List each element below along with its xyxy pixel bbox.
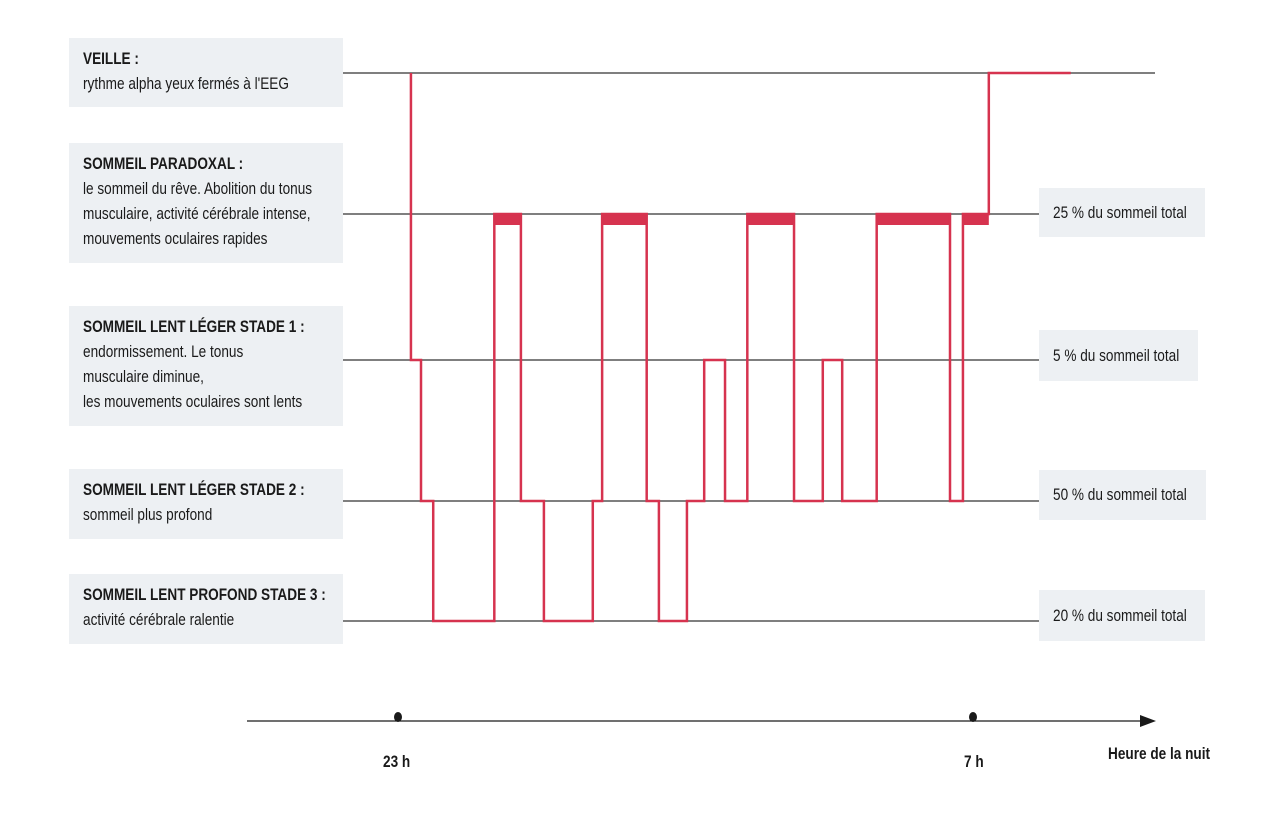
stage-share-box: 25 % du sommeil total — [1039, 188, 1205, 237]
stage-share-label: 5 % du sommeil total — [1053, 345, 1180, 365]
rem-bar — [962, 214, 989, 225]
hypnogram-line — [409, 71, 1071, 623]
stage-share-label: 50 % du sommeil total — [1053, 485, 1187, 504]
stage-description-box: SOMMEIL PARADOXAL : le sommeil du rêve. A… — [69, 143, 343, 263]
stage-description-line: rythme alpha yeux fermés à l'EEG — [83, 74, 289, 93]
x-axis-label: Heure de la nuit — [1108, 744, 1211, 763]
rem-bar — [747, 214, 795, 225]
rem-bar — [876, 214, 950, 225]
stage-description-line: endormissement. Le tonus — [83, 342, 244, 361]
stage-title: SOMMEIL LENT LÉGER STADE 1 : — [83, 317, 305, 336]
stage-description-line: le sommeil du rêve. Abolition du tonus — [83, 179, 313, 198]
stage-title: SOMMEIL LENT PROFOND STADE 3 : — [83, 585, 326, 604]
stage-description-box: SOMMEIL LENT LÉGER STADE 1 : endormisseme… — [69, 306, 343, 426]
stage-share-label: 25 % du sommeil total — [1053, 202, 1187, 222]
stage-description-line: sommeil plus profond — [83, 505, 213, 524]
stage-share-label: 20 % du sommeil total — [1053, 605, 1187, 625]
x-tick-7h: 7 h — [964, 752, 984, 771]
time-tick-dot — [394, 712, 402, 722]
stage-description-line: les mouvements oculaires sont lents — [83, 392, 303, 411]
stage-share-box: 5 % du sommeil total — [1039, 330, 1198, 381]
time-tick-dot — [969, 712, 977, 722]
stage-title: SOMMEIL PARADOXAL : — [83, 154, 244, 173]
stage-title: SOMMEIL LENT LÉGER STADE 2 : — [83, 480, 305, 499]
stage-share-box: 20 % du sommeil total — [1039, 590, 1205, 641]
stage-description-line: musculaire, activité cérébrale intense, — [83, 204, 311, 223]
rem-bar — [494, 214, 521, 225]
time-axis-arrow-icon — [1140, 715, 1156, 727]
stage-description-box: VEILLE : rythme alpha yeux fermés à l'EEG — [69, 38, 343, 107]
stage-description-line: activité cérébrale ralentie — [83, 610, 235, 629]
rem-bar — [602, 214, 647, 225]
stage-share-box: 50 % du sommeil total — [1039, 470, 1206, 520]
x-tick-23h: 23 h — [383, 752, 411, 771]
stage-description-line: mouvements oculaires rapides — [83, 229, 268, 248]
stage-description-box: SOMMEIL LENT LÉGER STADE 2 : sommeil plus… — [69, 469, 343, 539]
stage-description-line: musculaire diminue, — [83, 367, 204, 386]
stage-description-box: SOMMEIL LENT PROFOND STADE 3 : activité c… — [69, 574, 343, 644]
stage-title: VEILLE : — [83, 49, 139, 68]
